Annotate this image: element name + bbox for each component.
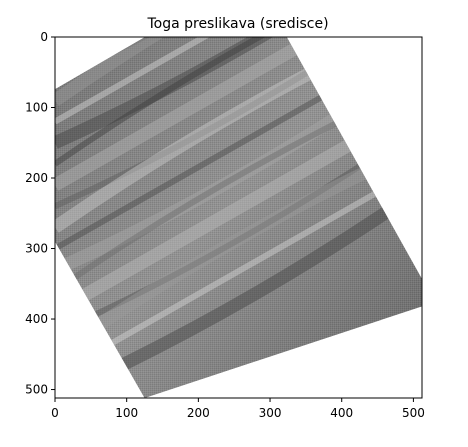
texture-streak: [55, 37, 422, 125]
y-tick-label: 0: [40, 30, 48, 44]
x-axis: 0 100 200 300 400 500: [51, 398, 425, 420]
y-tick-label: 100: [25, 101, 48, 115]
x-tick-label: 200: [187, 406, 210, 420]
y-tick-label: 200: [25, 171, 48, 185]
x-tick-label: 300: [259, 406, 282, 420]
y-tick-label: 500: [25, 383, 48, 397]
texture-streak: [55, 37, 422, 149]
texture-streak: [55, 37, 422, 167]
texture-streak: [55, 37, 422, 191]
x-tick-label: 500: [402, 406, 425, 420]
chart-title: Toga preslikava (sredisce): [146, 16, 328, 32]
texture-streak: [55, 37, 422, 209]
x-tick-label: 100: [115, 406, 138, 420]
y-tick-label: 400: [25, 312, 48, 326]
texture-streak: [55, 0, 422, 16]
y-tick-label: 300: [25, 242, 48, 256]
axes-frame: [54, 36, 423, 399]
x-tick-label: 400: [330, 406, 353, 420]
image-shading: [55, 37, 422, 398]
x-tick-label: 0: [51, 406, 59, 420]
y-axis: 0 100 200 300 400 500: [25, 30, 55, 397]
texture-streak: [55, 37, 422, 106]
